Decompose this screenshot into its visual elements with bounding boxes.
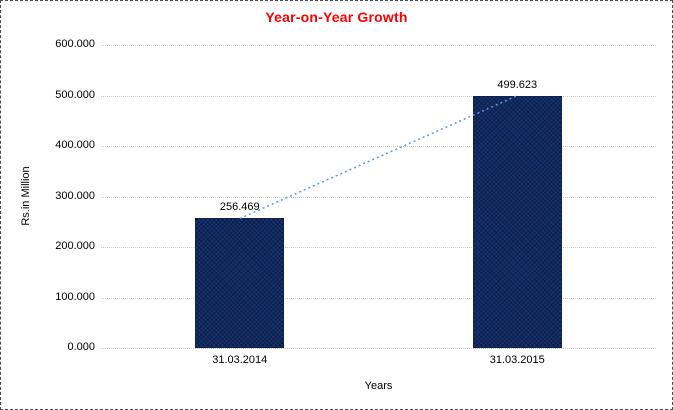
gridline [101, 247, 656, 248]
y-tick-label: 400.000 [55, 139, 95, 151]
gridline [101, 95, 656, 97]
y-tick-label: 200.000 [55, 240, 95, 252]
y-tick-label: 0.000 [67, 341, 95, 353]
gridline [101, 45, 656, 46]
x-tick-label: 31.03.2014 [212, 354, 268, 366]
y-tick-label: 600.000 [55, 38, 95, 50]
y-tick-label: 100.000 [55, 290, 95, 303]
x-tick-label: 31.03.2015 [489, 354, 545, 366]
plot-area [101, 45, 656, 349]
bar [472, 95, 562, 348]
bar-value-label: 256.469 [219, 201, 260, 214]
gridline [101, 146, 656, 147]
chart-title: Year-on-Year Growth [265, 9, 408, 25]
x-axis-title: Years [364, 380, 393, 392]
gridline [101, 348, 656, 349]
gridline [101, 196, 656, 198]
y-tick-label: 300.000 [55, 189, 95, 202]
gridline [101, 297, 656, 299]
bar-value-label: 499.623 [497, 78, 538, 91]
y-tick-label: 500.000 [55, 88, 95, 101]
bar [195, 218, 285, 348]
